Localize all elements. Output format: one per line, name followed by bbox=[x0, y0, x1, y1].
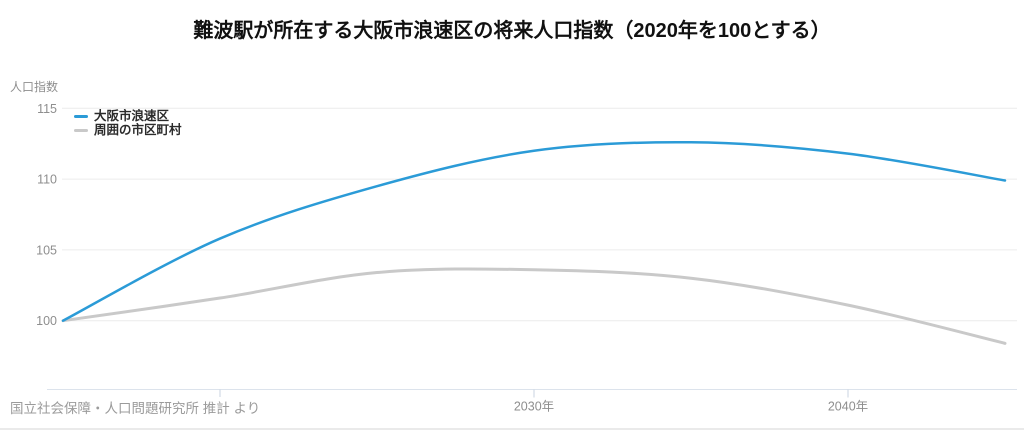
y-tick-label-110: 110 bbox=[37, 173, 57, 187]
legend-label-naniwa: 大阪市浪速区 bbox=[94, 109, 170, 123]
chart-legend: 大阪市浪速区 周囲の市区町村 bbox=[74, 109, 182, 137]
window-bottom-border bbox=[0, 428, 1024, 430]
y-axis-unit-label: 人口指数 bbox=[10, 80, 59, 94]
legend-swatch-naniwa-line bbox=[74, 114, 88, 118]
legend-item-surrounding: 周囲の市区町村 bbox=[74, 123, 182, 137]
x-tick-label-2030: 2030年 bbox=[514, 400, 554, 414]
y-tick-label-100: 100 bbox=[36, 314, 57, 328]
source-note: 国立社会保障・人口問題研究所 推計 より bbox=[10, 397, 265, 417]
x-tick-label-2040: 2040年 bbox=[828, 400, 868, 414]
series-line-大阪市浪速区 bbox=[61, 140, 1007, 322]
legend-swatch-surrounding-line bbox=[74, 128, 88, 132]
y-tick-label-105: 105 bbox=[36, 243, 57, 257]
y-tick-label-115: 115 bbox=[37, 102, 57, 116]
legend-item-naniwa: 大阪市浪速区 bbox=[74, 109, 182, 123]
chart-title: 難波駅が所在する大阪市浪速区の将来人口指数（2020年を100とする） bbox=[193, 20, 831, 42]
series-line-周囲の市区町村 bbox=[61, 267, 1007, 345]
legend-label-surrounding: 周囲の市区町村 bbox=[94, 123, 182, 137]
